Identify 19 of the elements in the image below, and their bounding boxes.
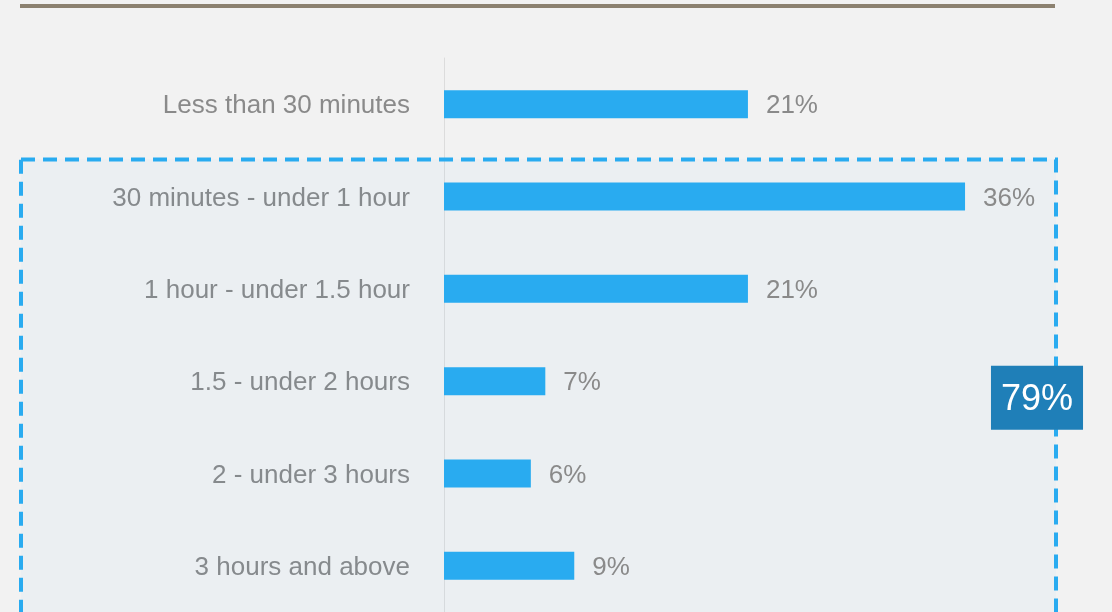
data-label: 36%	[983, 181, 1036, 212]
bar	[444, 182, 966, 211]
data-label: 9%	[592, 550, 630, 581]
bar	[444, 274, 748, 303]
band-label: 79%	[1000, 377, 1074, 419]
y-tick-label: Less than 30 minutes	[162, 89, 410, 120]
data-label: 21%	[765, 89, 818, 120]
bar	[444, 459, 531, 488]
data-label: 6%	[548, 458, 587, 489]
y-tick-label: 3 hours and above	[194, 550, 410, 581]
data-label: 21%	[765, 273, 818, 304]
data-label: 7%	[563, 366, 601, 397]
bar	[444, 551, 575, 580]
y-tick-label: 30 minutes - under 1 hour	[112, 181, 411, 212]
y-tick-label: 2 - under 3 hours	[211, 458, 410, 489]
y-tick-label: 1.5 - under 2 hours	[190, 366, 410, 397]
y-tick-label: 1 hour - under 1.5 hour	[144, 273, 411, 304]
bar	[444, 90, 748, 119]
bar	[444, 367, 546, 396]
